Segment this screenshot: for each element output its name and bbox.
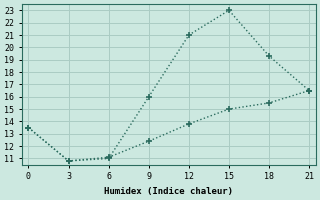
X-axis label: Humidex (Indice chaleur): Humidex (Indice chaleur): [104, 187, 233, 196]
